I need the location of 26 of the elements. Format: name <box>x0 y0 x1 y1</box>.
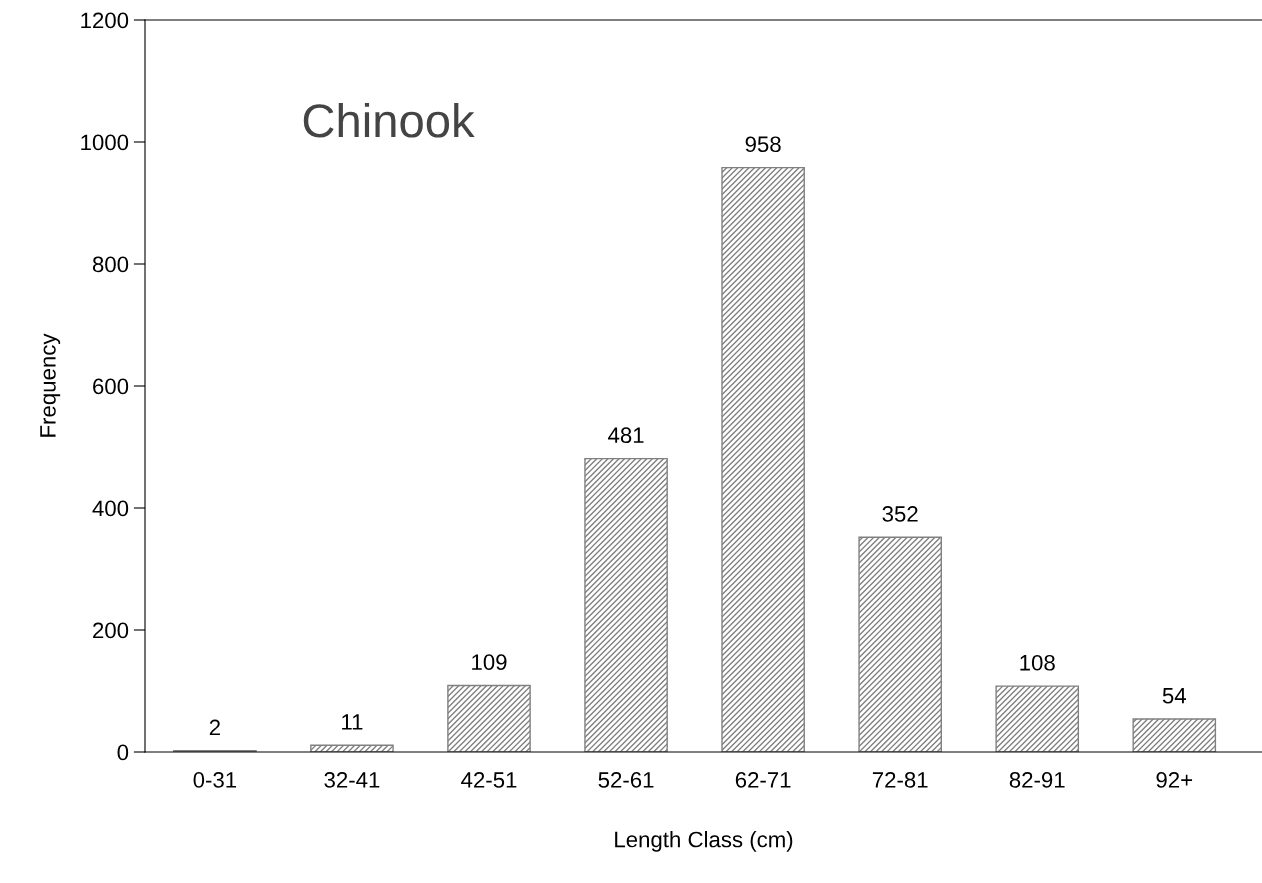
y-tick-label: 1000 <box>81 134 129 151</box>
y-axis-title: Frequency <box>40 333 61 437</box>
y-tick-label: 400 <box>92 500 129 517</box>
x-tick-label: 62-71 <box>735 772 791 788</box>
data-label: 109 <box>472 654 507 671</box>
data-label: 958 <box>745 136 781 153</box>
x-tick-label: 32-41 <box>324 772 380 788</box>
x-tick-label: 92+ <box>1156 772 1193 788</box>
annotation: Chinook <box>303 102 475 138</box>
y-tick-label: 600 <box>93 378 129 395</box>
x-tick-label: 72-81 <box>872 772 928 788</box>
data-label: 11 <box>342 714 363 730</box>
data-label: 108 <box>1020 654 1055 671</box>
data-label: 481 <box>608 427 644 444</box>
x-axis-title: Length Class (cm) <box>615 831 793 852</box>
data-label: 2 <box>209 719 220 736</box>
y-tick-label: 1200 <box>81 12 129 29</box>
y-tick-label: 800 <box>92 256 129 273</box>
data-label: 352 <box>882 506 918 522</box>
data-label: 54 <box>1162 688 1186 704</box>
x-tick-label: 42-51 <box>461 772 517 788</box>
y-tick-label: 0 <box>117 744 129 761</box>
x-tick-label: 0-31 <box>193 772 237 788</box>
y-tick-label: 200 <box>93 622 129 639</box>
x-tick-label: 52-61 <box>598 772 654 788</box>
x-tick-label: 82-91 <box>1009 772 1065 788</box>
